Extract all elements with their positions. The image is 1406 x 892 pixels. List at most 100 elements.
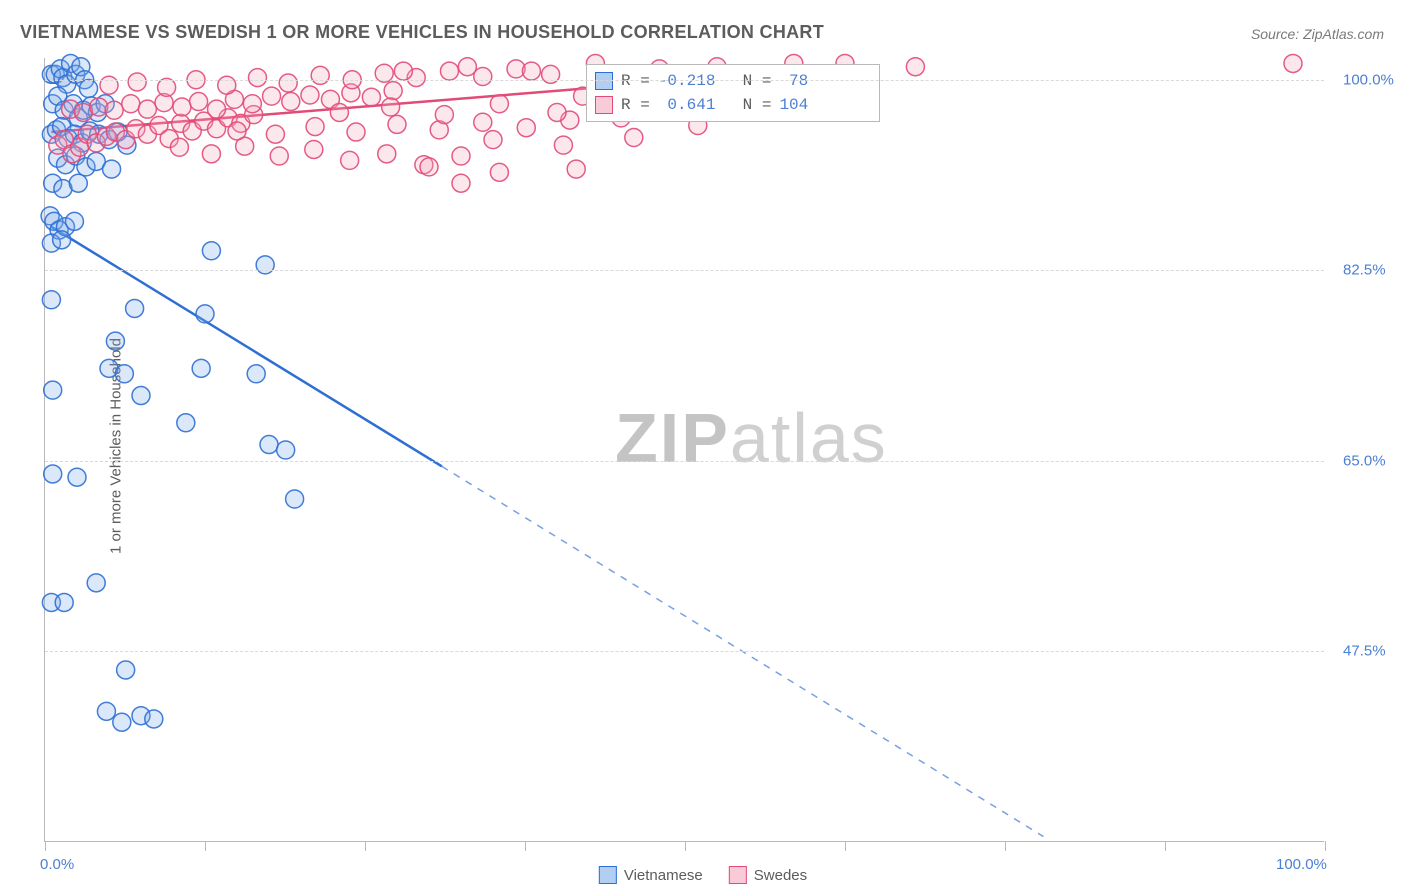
- y-tick-label: 47.5%: [1343, 643, 1386, 660]
- data-point-vietnamese: [192, 359, 210, 377]
- data-point-swedes: [474, 113, 492, 131]
- data-point-vietnamese: [277, 441, 295, 459]
- data-point-vietnamese: [132, 387, 150, 405]
- data-point-swedes: [158, 78, 176, 96]
- n-label: N =: [723, 69, 771, 93]
- data-point-swedes: [190, 93, 208, 111]
- x-tick: [205, 841, 206, 851]
- data-point-vietnamese: [80, 79, 98, 97]
- data-point-vietnamese: [145, 710, 163, 728]
- data-point-swedes: [362, 88, 380, 106]
- data-point-swedes: [394, 62, 412, 80]
- data-point-swedes: [906, 58, 924, 76]
- data-point-swedes: [554, 136, 572, 154]
- stats-row: R = -0.218 N = 78: [595, 69, 871, 93]
- data-point-vietnamese: [44, 381, 62, 399]
- data-point-swedes: [382, 98, 400, 116]
- data-point-swedes: [341, 151, 359, 169]
- data-point-swedes: [228, 122, 246, 140]
- r-value: 0.641: [658, 93, 716, 117]
- x-tick: [845, 841, 846, 851]
- data-point-vietnamese: [260, 436, 278, 454]
- x-axis-max-label: 100.0%: [1276, 856, 1327, 873]
- x-tick: [45, 841, 46, 851]
- data-point-vietnamese: [53, 231, 71, 249]
- data-point-swedes: [243, 95, 261, 113]
- data-point-vietnamese: [106, 332, 124, 350]
- legend-label: Swedes: [754, 867, 807, 884]
- stats-swatch: [595, 96, 613, 114]
- n-value: 104: [779, 93, 808, 117]
- data-point-swedes: [266, 125, 284, 143]
- data-point-swedes: [170, 138, 188, 156]
- data-point-swedes: [625, 128, 643, 146]
- data-point-swedes: [384, 82, 402, 100]
- r-label: R =: [621, 93, 650, 117]
- data-point-swedes: [248, 69, 266, 87]
- data-point-swedes: [263, 87, 281, 105]
- data-point-vietnamese: [202, 242, 220, 260]
- legend-swatch: [729, 866, 747, 884]
- data-point-swedes: [378, 145, 396, 163]
- stats-row: R = 0.641 N = 104: [595, 93, 871, 117]
- data-point-swedes: [301, 86, 319, 104]
- n-label: N =: [723, 93, 771, 117]
- legend-label: Vietnamese: [624, 867, 703, 884]
- data-point-vietnamese: [113, 713, 131, 731]
- r-label: R =: [621, 69, 650, 93]
- y-tick-label: 65.0%: [1343, 452, 1386, 469]
- data-point-vietnamese: [42, 291, 60, 309]
- data-point-swedes: [420, 158, 438, 176]
- x-tick: [525, 841, 526, 851]
- data-point-swedes: [548, 103, 566, 121]
- gridline-h: [45, 461, 1324, 462]
- data-point-swedes: [1284, 54, 1302, 72]
- data-point-swedes: [306, 118, 324, 136]
- x-axis-min-label: 0.0%: [40, 856, 74, 873]
- legend-item: Swedes: [729, 866, 807, 884]
- data-point-swedes: [311, 66, 329, 84]
- legend-swatch: [599, 866, 617, 884]
- data-point-vietnamese: [286, 490, 304, 508]
- data-point-swedes: [452, 147, 470, 165]
- data-point-vietnamese: [117, 661, 135, 679]
- data-point-swedes: [452, 174, 470, 192]
- n-value: 78: [779, 69, 808, 93]
- data-point-vietnamese: [126, 299, 144, 317]
- data-point-swedes: [490, 95, 508, 113]
- x-tick: [1165, 841, 1166, 851]
- data-point-swedes: [282, 93, 300, 111]
- source-attribution: Source: ZipAtlas.com: [1251, 26, 1384, 42]
- data-point-swedes: [105, 101, 123, 119]
- gridline-h: [45, 651, 1324, 652]
- correlation-stats-box: R = -0.218 N = 78 R = 0.641 N = 104: [586, 64, 880, 122]
- data-point-swedes: [128, 73, 146, 91]
- x-tick: [1005, 841, 1006, 851]
- data-point-vietnamese: [68, 468, 86, 486]
- chart-plot-area: ZIPatlas R =-0.218 N = 78R = 0.641 N =10…: [44, 58, 1324, 842]
- chart-title: VIETNAMESE VS SWEDISH 1 OR MORE VEHICLES…: [20, 22, 824, 43]
- data-point-swedes: [458, 58, 476, 76]
- data-point-swedes: [330, 103, 348, 121]
- data-point-vietnamese: [97, 702, 115, 720]
- data-point-vietnamese: [55, 593, 73, 611]
- data-point-vietnamese: [247, 365, 265, 383]
- data-point-vietnamese: [69, 174, 87, 192]
- legend-bottom: Vietnamese Swedes: [599, 866, 807, 884]
- data-point-swedes: [567, 160, 585, 178]
- data-point-swedes: [435, 106, 453, 124]
- x-tick: [1325, 841, 1326, 851]
- legend-item: Vietnamese: [599, 866, 703, 884]
- gridline-h: [45, 80, 1324, 81]
- data-point-swedes: [517, 119, 535, 137]
- x-tick: [365, 841, 366, 851]
- scatter-svg: [45, 58, 1324, 841]
- y-tick-label: 82.5%: [1343, 262, 1386, 279]
- data-point-vietnamese: [115, 365, 133, 383]
- data-point-vietnamese: [87, 574, 105, 592]
- data-point-swedes: [490, 163, 508, 181]
- r-value: -0.218: [658, 69, 716, 93]
- data-point-swedes: [138, 100, 156, 118]
- data-point-swedes: [522, 62, 540, 80]
- data-point-swedes: [279, 74, 297, 92]
